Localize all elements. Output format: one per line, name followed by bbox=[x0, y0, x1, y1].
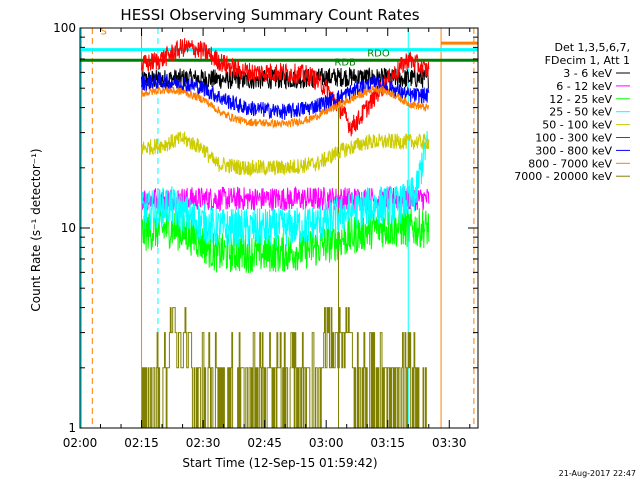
x-tick-label-2: 02:30 bbox=[186, 436, 221, 450]
chart-title: HESSI Observing Summary Count Rates bbox=[120, 6, 419, 24]
series-50-100-kev bbox=[141, 130, 430, 178]
y-tick-label-1: 10 bbox=[61, 221, 76, 235]
legend-label-300-800-kev: 300 - 800 keV bbox=[535, 144, 612, 157]
x-tick-label-5: 03:15 bbox=[370, 436, 405, 450]
timestamp: 21-Aug-2017 22:47 bbox=[559, 469, 636, 478]
x-axis-label: Start Time (12-Sep-15 01:59:42) bbox=[182, 456, 377, 470]
legend-label-6-12-kev: 6 - 12 keV bbox=[556, 80, 612, 93]
y-tick-label-0: 1 bbox=[68, 421, 76, 435]
x-tick-label-0: 02:00 bbox=[63, 436, 98, 450]
x-tick-label-6: 03:30 bbox=[432, 436, 467, 450]
plot-layer: S RDO RDB bbox=[80, 26, 478, 429]
legend-label-12-25-kev: 12 - 25 keV bbox=[549, 93, 612, 106]
series-7000-20000-kev bbox=[141, 307, 428, 429]
series-300-800-kev bbox=[141, 72, 430, 120]
legend-label-50-100-kev: 50 - 100 keV bbox=[542, 119, 612, 132]
x-tick-label-3: 02:45 bbox=[247, 436, 282, 450]
axis-layer: 02:00 02:15 02:30 02:45 03:00 03:15 03:30 1 10 10… bbox=[53, 21, 478, 450]
series-800-7000-kev bbox=[141, 85, 429, 130]
legend-label-3-6-kev: 3 - 6 keV bbox=[563, 67, 612, 80]
annotation-rdb: RDB bbox=[334, 57, 356, 68]
x-tick-label-1: 02:15 bbox=[124, 436, 159, 450]
series-12-25-kev bbox=[141, 208, 430, 273]
legend-header-line-1: Det 1,3,5,6,7, bbox=[554, 41, 630, 54]
legend-header-line-2: FDecim 1, Att 1 bbox=[545, 54, 630, 67]
legend-label-25-50-kev: 25 - 50 keV bbox=[549, 106, 612, 119]
legend-label-800-7000-kev: 800 - 7000 keV bbox=[528, 157, 612, 170]
series-25-50-kev bbox=[141, 131, 430, 248]
x-tick-label-4: 03:00 bbox=[309, 436, 344, 450]
legend-label-7000-20000-kev: 7000 - 20000 keV bbox=[514, 170, 612, 183]
legend: Det 1,3,5,6,7, FDecim 1, Att 1 3 - 6 keV… bbox=[514, 41, 630, 183]
legend-label-100-300-kev: 100 - 300 keV bbox=[535, 132, 612, 145]
y-axis-label: Count Rate (s⁻¹ detector⁻¹) bbox=[29, 148, 43, 311]
y-tick-label-2: 100 bbox=[53, 21, 76, 35]
annotation-rdo: RDO bbox=[367, 49, 390, 60]
annotation-s: S bbox=[101, 26, 107, 37]
